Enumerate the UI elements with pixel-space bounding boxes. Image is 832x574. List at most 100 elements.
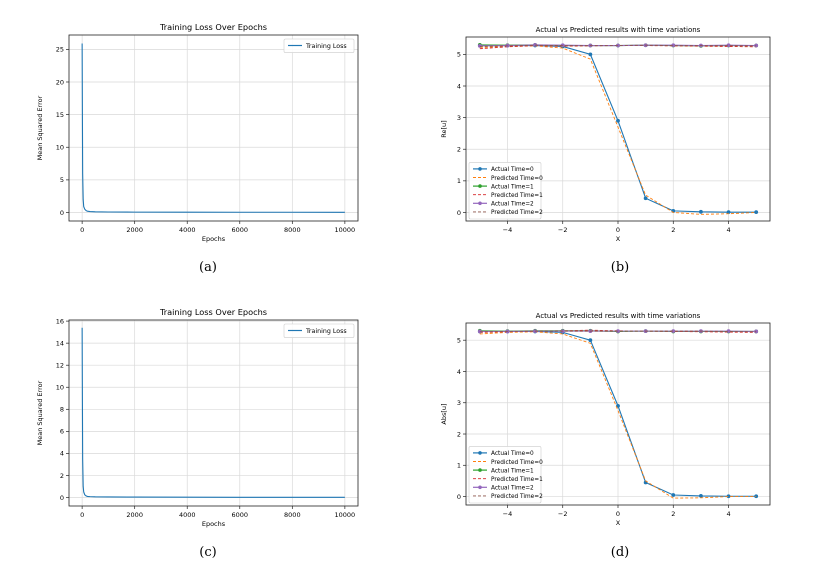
x-axis-label: X xyxy=(616,235,621,243)
plot-frame xyxy=(69,320,358,506)
x-tick-label: 4000 xyxy=(179,511,196,519)
y-tick-label: 10 xyxy=(56,144,64,152)
caption-a: (a) xyxy=(178,260,238,275)
legend-marker xyxy=(478,468,482,472)
y-tick-label: 20 xyxy=(56,78,64,86)
series-line xyxy=(82,328,345,498)
y-tick-label: 16 xyxy=(56,317,64,325)
legend-marker xyxy=(478,167,482,171)
y-tick-label: 25 xyxy=(56,46,64,54)
x-tick-label: 4 xyxy=(726,226,730,234)
y-tick-label: 3 xyxy=(457,114,461,122)
y-tick-label: 0 xyxy=(60,209,64,217)
y-tick-label: 12 xyxy=(56,362,64,370)
caption-d: (d) xyxy=(590,545,650,560)
legend-label: Predicted Time=2 xyxy=(491,494,543,500)
y-axis-label: Re[u] xyxy=(440,120,448,137)
x-tick-label: 6000 xyxy=(231,226,248,234)
y-tick-label: 0 xyxy=(457,493,461,501)
caption-c: (c) xyxy=(178,545,238,560)
x-tick-label: 10000 xyxy=(335,226,356,234)
data-point xyxy=(699,210,703,214)
y-tick-label: 6 xyxy=(60,428,64,436)
data-point xyxy=(616,119,620,123)
y-tick-label: 14 xyxy=(56,339,64,347)
data-point xyxy=(588,52,592,56)
panel-d: −4 −2 0 2 4 0 1 2 3 4 5 Actual vs Predicted results… xyxy=(416,285,832,570)
chart-title: Training Loss Over Epochs xyxy=(159,22,267,32)
x-tick-label: 8000 xyxy=(284,226,301,234)
y-tick-label: 1 xyxy=(457,177,461,185)
x-tick-label: −2 xyxy=(558,510,568,518)
plot-frame xyxy=(69,35,358,221)
x-tick-label: 0 xyxy=(80,511,84,519)
legend-label: Actual Time=0 xyxy=(491,167,534,173)
x-tick-label: 10000 xyxy=(335,511,356,519)
y-tick-label: 2 xyxy=(60,472,64,480)
legend-marker xyxy=(478,184,482,188)
x-tick-label: 0 xyxy=(80,226,84,234)
chart-title: Training Loss Over Epochs xyxy=(159,307,267,317)
legend-marker xyxy=(478,451,482,455)
x-tick-label: 6000 xyxy=(231,511,248,519)
y-tick-label: 5 xyxy=(457,336,461,344)
legend-label: Actual Time=1 xyxy=(491,468,534,474)
data-point xyxy=(754,210,758,214)
y-axis-label: Abs[u] xyxy=(440,403,448,424)
x-tick-label: 4 xyxy=(726,510,730,518)
legend-label: Predicted Time=1 xyxy=(491,193,543,199)
chart-title: Actual vs Predicted results with time va… xyxy=(536,312,701,320)
x-tick-label: 2000 xyxy=(126,226,143,234)
x-tick-label: 2000 xyxy=(126,511,143,519)
data-point xyxy=(699,494,703,498)
data-point xyxy=(644,196,648,200)
series-group xyxy=(82,43,345,212)
y-tick-label: 1 xyxy=(457,462,461,470)
legend-label: Predicted Time=0 xyxy=(491,460,543,466)
legend-label: Actual Time=0 xyxy=(491,451,534,457)
y-tick-label: 2 xyxy=(457,430,461,438)
y-axis-label: Mean Squared Error xyxy=(36,95,44,160)
panel-a: 0 2000 4000 6000 8000 10000 0 5 10 15 20 25 Training… xyxy=(0,0,416,285)
x-tick-label: 0 xyxy=(616,226,620,234)
y-tick-label: 0 xyxy=(457,209,461,217)
y-tick-label: 15 xyxy=(56,111,64,119)
series-line xyxy=(82,43,345,212)
y-tick-label: 3 xyxy=(457,399,461,407)
x-tick-label: 8000 xyxy=(284,511,301,519)
y-tick-label: 2 xyxy=(457,146,461,154)
x-axis-label: Epochs xyxy=(202,520,226,528)
y-tick-label: 4 xyxy=(457,368,461,376)
data-point xyxy=(588,338,592,342)
series-group xyxy=(82,328,345,498)
x-tick-label: 0 xyxy=(616,510,620,518)
legend-label: Predicted Time=1 xyxy=(491,477,543,483)
data-point xyxy=(671,493,675,497)
legend-label: Training Loss xyxy=(305,328,347,335)
x-tick-label: −2 xyxy=(558,226,568,234)
x-tick-label: 4000 xyxy=(179,226,196,234)
x-axis-label: Epochs xyxy=(202,235,226,243)
chart-title: Actual vs Predicted results with time va… xyxy=(536,26,701,34)
legend-label: Predicted Time=2 xyxy=(491,210,543,216)
y-tick-label: 4 xyxy=(60,450,64,458)
legend-label: Actual Time=1 xyxy=(491,184,534,190)
y-tick-label: 10 xyxy=(56,384,64,392)
caption-b: (b) xyxy=(590,260,650,275)
x-tick-label: 2 xyxy=(671,510,675,518)
legend-label: Actual Time=2 xyxy=(491,486,534,492)
legend-marker xyxy=(478,486,482,490)
chart-a: 0 2000 4000 6000 8000 10000 0 5 10 15 20 25 Training… xyxy=(0,0,416,285)
y-axis-label: Mean Squared Error xyxy=(36,380,44,445)
y-tick-label: 5 xyxy=(60,176,64,184)
y-tick-label: 4 xyxy=(457,82,461,90)
y-tick-label: 8 xyxy=(60,406,64,414)
chart-d: −4 −2 0 2 4 0 1 2 3 4 5 Actual vs Predicted results… xyxy=(416,285,832,570)
x-tick-label: −4 xyxy=(503,510,513,518)
legend-label: Training Loss xyxy=(305,43,347,50)
legend-label: Predicted Time=0 xyxy=(491,176,543,182)
